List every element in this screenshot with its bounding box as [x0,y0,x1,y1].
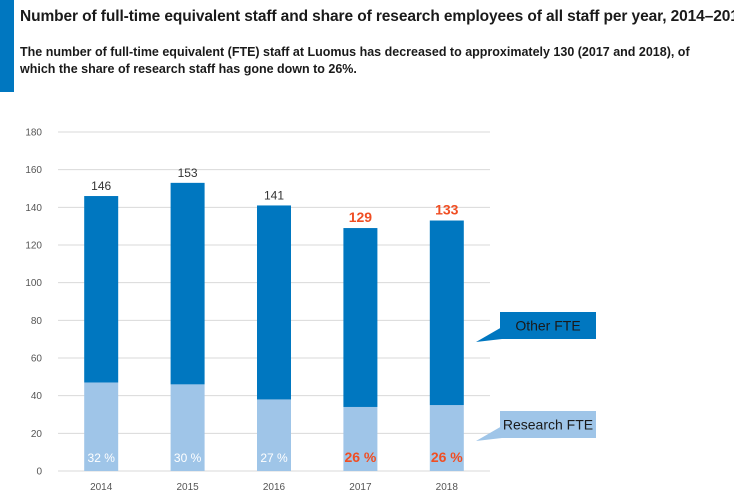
y-tick-label: 180 [25,128,42,139]
y-tick-label: 0 [36,467,42,478]
total-label: 146 [91,179,111,193]
y-tick-label: 120 [25,241,42,252]
x-tick-label: 2014 [90,482,113,493]
bar-other-fte [429,220,464,406]
legend-callouts: Other FTE Research FTE [476,312,596,441]
callout-box [500,411,596,438]
legend-label: Research FTE [503,417,593,433]
y-tick-label: 100 [25,278,42,289]
bar-other-fte [257,205,291,400]
research-share-label: 30 % [174,451,202,465]
research-share-label: 27 % [260,451,288,465]
bar-research-fte [257,399,291,471]
y-tick-label: 20 [31,429,43,440]
callout-pointer [476,327,502,342]
research-share-label: 26 % [431,449,463,465]
x-tick-label: 2018 [436,482,459,493]
accent-bar [0,0,14,92]
chart-title: Number of full-time equivalent staff and… [20,8,734,25]
total-label: 133 [435,202,459,218]
callout-box [500,312,596,339]
legend-other-fte: Other FTE [476,312,596,342]
chart-subtitle: The number of full-time equivalent (FTE)… [20,45,690,76]
x-tick-label: 2017 [349,482,372,493]
y-tick-label: 80 [31,316,43,327]
bar-other-fte [84,196,119,383]
callout-pointer [476,426,502,441]
legend-label: Other FTE [515,318,580,334]
total-label: 129 [349,209,373,225]
bar-other-fte [170,182,205,385]
x-axis-ticks: 2014 2015 2016 2017 2018 [90,482,458,493]
bar-research-fte [170,384,205,471]
total-label: 141 [264,188,284,202]
research-share-label: 32 % [88,451,116,465]
bar-research-fte [343,406,378,471]
y-tick-label: 160 [25,165,42,176]
y-tick-label: 140 [25,203,42,214]
y-axis-ticks: 0 20 40 60 80 100 120 140 160 180 [25,128,42,478]
bar-research-fte [429,405,464,471]
y-tick-label: 40 [31,391,43,402]
total-label: 153 [178,166,198,180]
research-share-label: 26 % [344,449,376,465]
bar-research-fte [84,382,119,471]
bars: 146 32 % 153 30 % 141 27 % 129 26 % 133 26 % [84,166,464,471]
bar-other-fte [343,228,378,407]
x-tick-label: 2015 [176,482,199,493]
y-tick-label: 60 [31,354,43,365]
x-tick-label: 2016 [263,482,286,493]
legend-research-fte: Research FTE [476,411,596,441]
